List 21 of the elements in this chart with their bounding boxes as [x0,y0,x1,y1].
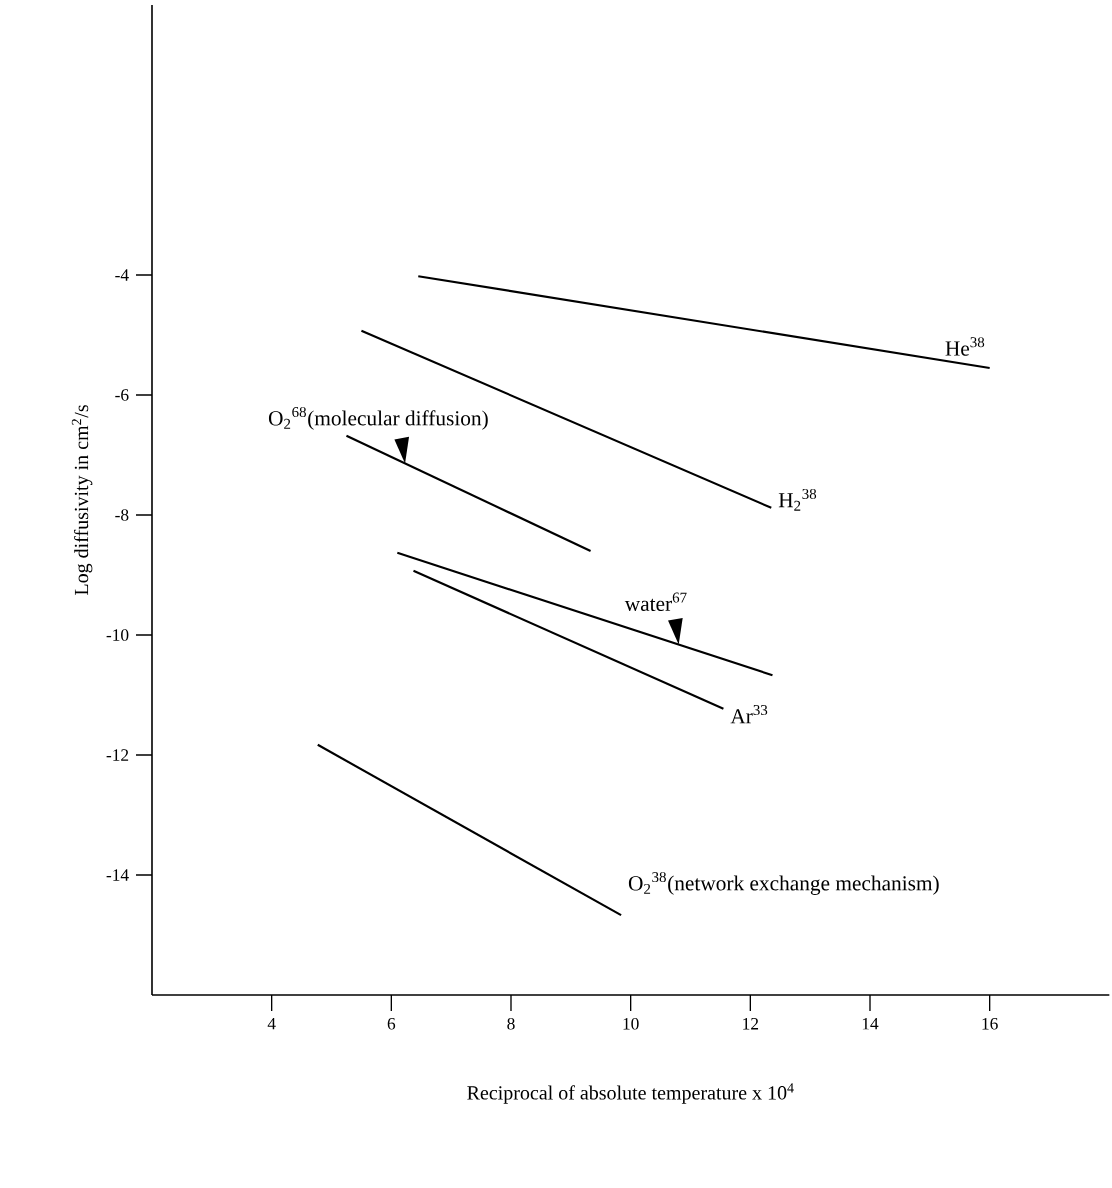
x-tick-label: 14 [862,1017,879,1030]
x-tick-label: 12 [743,1017,759,1030]
x-tick-label: 10 [623,1017,639,1030]
x-tick-label: 16 [982,1017,998,1030]
x-tick-label: 8 [507,1017,515,1030]
series-label: O$_{2}$$^{38}$(network exchange mechanism) [628,872,939,895]
y-tick-label: -6 [115,389,129,401]
series-label: Ar$^{33}$ [730,705,768,724]
y-tick-label: -10 [106,629,129,641]
y-tick-label: -12 [106,749,129,761]
y-tick-label: -4 [115,269,129,281]
series-label: O$_{2}$$^{68}$(molecular diffusion) [268,407,488,430]
y-axis-title: Log diffusivity in cm$^{2}$/s [71,405,93,595]
y-tick-label: -8 [115,509,129,521]
series-label: H$_{2}$38 [778,488,817,511]
x-axis-title: Reciprocal of absolute temperature x 10$^{4}$ [467,1083,794,1104]
y-tick-label: -14 [106,869,129,881]
x-tick-label: 6 [387,1017,396,1030]
series-label: He$^{38}$ [945,337,985,356]
series-label: water$^{67}$ [624,592,687,611]
x-tick-label: 4 [267,1017,276,1030]
